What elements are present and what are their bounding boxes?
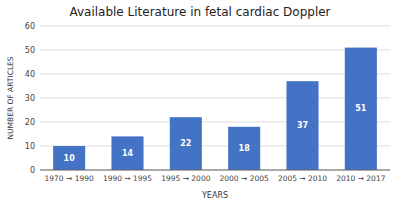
bar xyxy=(345,48,377,170)
y-tick-label: 10 xyxy=(25,142,35,151)
y-tick-label: 0 xyxy=(30,166,35,175)
data-label: 22 xyxy=(180,139,191,148)
bar xyxy=(53,146,85,170)
chart-svg: 0 10 20 30 40 50 60 10 14 22 18 37 51 1970 → 1990 1990… xyxy=(0,0,400,204)
x-axis-line xyxy=(40,170,390,171)
bar xyxy=(170,117,202,170)
chart-container: 0 10 20 30 40 50 60 10 14 22 18 37 51 1970 → 1990 1990… xyxy=(0,0,400,204)
bars xyxy=(53,48,377,170)
y-tick-label: 30 xyxy=(25,94,35,103)
x-tick-label: 2010 → 2017 xyxy=(336,174,385,183)
data-label: 14 xyxy=(122,149,134,158)
x-tick-label: 2000 → 2005 xyxy=(220,174,269,183)
grid-line xyxy=(40,26,390,27)
data-labels: 10 14 22 18 37 51 xyxy=(64,104,367,162)
grid-line xyxy=(40,170,390,171)
page: {"chart_data": {"type": "bar", "title": … xyxy=(0,0,400,204)
grid-line xyxy=(40,98,390,99)
y-tick-label: 40 xyxy=(25,70,35,79)
x-axis-label: YEARS xyxy=(201,191,228,200)
data-label: 10 xyxy=(64,154,76,163)
grid-line xyxy=(40,74,390,75)
y-axis-label: NUMBER OF ARTICLES xyxy=(6,56,15,139)
data-label: 37 xyxy=(297,121,308,130)
grid-line xyxy=(40,146,390,147)
chart-title: Available Literature in fetal cardiac Do… xyxy=(69,5,330,19)
data-label: 51 xyxy=(355,104,367,113)
bar xyxy=(286,81,318,170)
data-label: 18 xyxy=(239,144,251,153)
y-axis: 0 10 20 30 40 50 60 xyxy=(25,22,35,175)
x-tick-label: 1990 → 1995 xyxy=(103,174,152,183)
bar xyxy=(228,127,260,170)
bar xyxy=(111,136,143,170)
x-axis: 1970 → 1990 1990 → 1995 1995 → 2000 2000 → … xyxy=(40,170,390,183)
grid-line xyxy=(40,122,390,123)
y-grid xyxy=(40,26,390,170)
y-tick-label: 60 xyxy=(25,22,35,31)
x-tick-label: 1970 → 1990 xyxy=(45,174,94,183)
grid-line xyxy=(40,50,390,51)
x-tick-label: 1995 → 2000 xyxy=(161,174,210,183)
x-tick-label: 2005 → 2010 xyxy=(278,174,327,183)
y-tick-label: 20 xyxy=(25,118,35,127)
y-tick-label: 50 xyxy=(25,46,35,55)
